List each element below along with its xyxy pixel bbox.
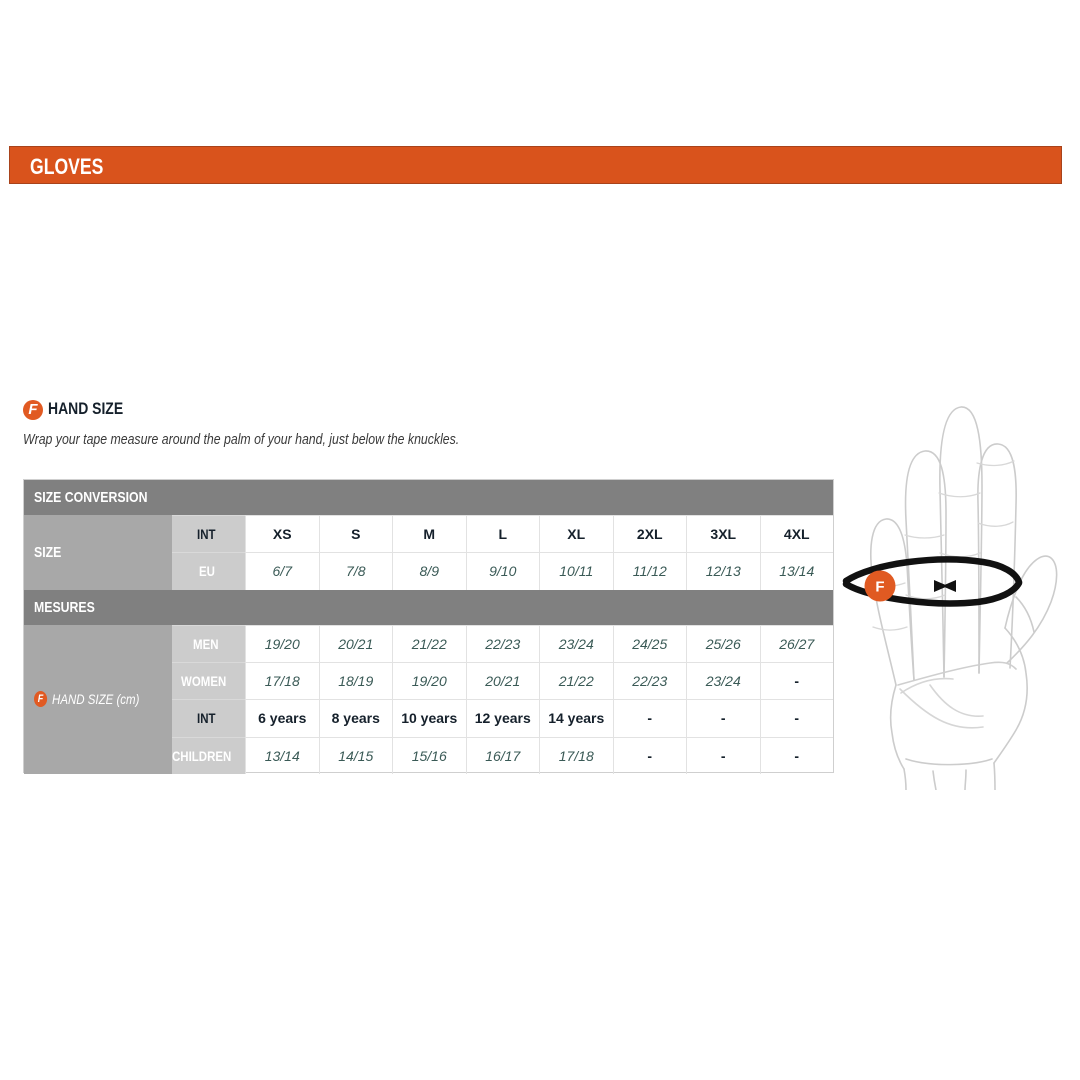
svg-text:F: F bbox=[875, 579, 884, 596]
